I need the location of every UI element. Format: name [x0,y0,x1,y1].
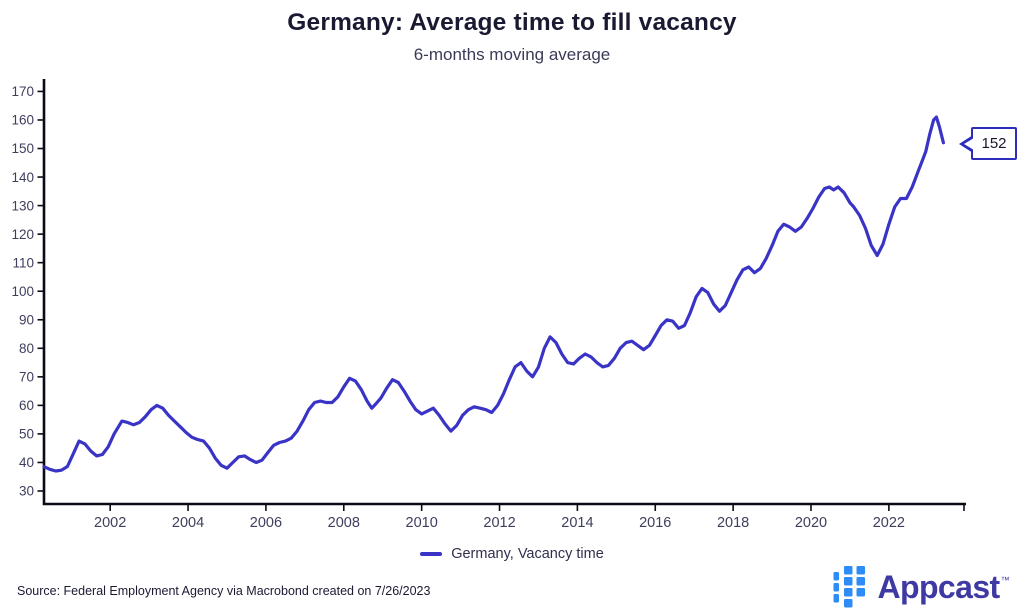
y-tick-label: 70 [19,370,34,385]
callout-value: 152 [981,135,1007,152]
appcast-wordmark: Appcast™ [877,569,1010,605]
y-tick-label: 60 [19,398,34,413]
chart-subtitle: 6-months moving average [413,45,611,64]
y-tick-label: 80 [19,341,34,356]
y-tick-label: 140 [11,170,34,185]
y-tick-label: 160 [11,113,34,128]
x-tick-label: 2018 [717,515,749,531]
y-tick-label: 120 [11,227,34,242]
source-note: Source: Federal Employment Agency via Ma… [17,584,431,598]
x-tick-label: 2008 [328,515,360,531]
legend-label: Germany, Vacancy time [451,546,604,562]
y-tick-label: 40 [19,455,34,470]
x-tick-label: 2016 [639,515,671,531]
x-tick-label: 2012 [483,515,515,531]
y-tick-label: 150 [11,141,34,156]
axes [42,79,966,506]
x-tick-label: 2010 [406,515,438,531]
y-tick-label: 30 [19,484,34,499]
x-tick-label: 2006 [250,515,282,531]
data-callout: 152 [971,127,1017,160]
y-tick-label: 130 [11,198,34,213]
series-line-germany-vacancy-time [42,115,946,473]
appcast-grid-squares [833,566,865,608]
y-tick-label: 170 [11,84,34,99]
x-tick-label: 2020 [795,515,827,531]
y-tick-label: 50 [19,427,34,442]
x-tick-label: 2022 [873,515,905,531]
legend-line-swatch [420,552,443,556]
appcast-grid-icon [833,566,865,608]
chart-title: Germany: Average time to fill vacancy [287,9,737,36]
x-tick-label: 2004 [172,515,204,531]
y-tick-label: 90 [19,312,34,327]
x-tick-label: 2002 [94,515,126,531]
y-tick-label: 110 [12,255,34,270]
trademark-symbol: ™ [1000,575,1010,585]
y-tick-label: 100 [11,284,34,299]
x-tick-label: 2014 [561,515,593,531]
appcast-logo: Appcast™ [832,566,1010,608]
legend: Germany, Vacancy time [0,546,1024,562]
